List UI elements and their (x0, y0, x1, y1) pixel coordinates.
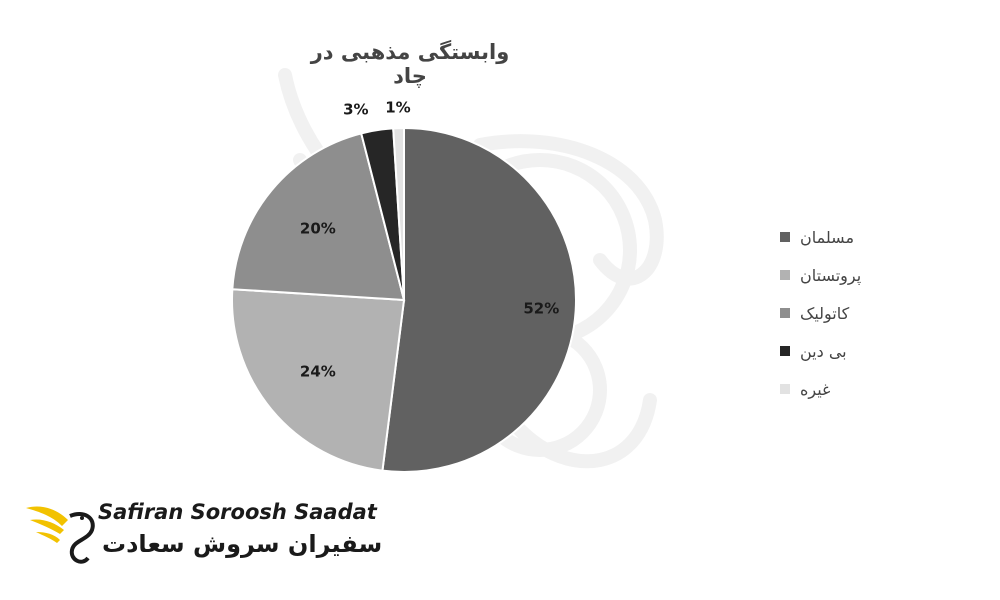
slice-muslim (381, 126, 577, 473)
legend-label: غیره (800, 379, 831, 399)
legend-swatch (780, 270, 790, 280)
legend-label: بی دین (800, 341, 847, 361)
legend-item: کاتولیک (780, 294, 910, 332)
legend-swatch (780, 384, 790, 394)
legend-item: غیره (780, 370, 910, 408)
chart-title: وابستگی مذهبی در چاد (310, 40, 510, 88)
logo-name-en: Safiran Soroosh Saadat (98, 500, 377, 524)
pie-labels: 52% 24% 20% 3% 1% (300, 98, 559, 380)
slice-label: 20% (300, 220, 336, 238)
logo-name-fa: سفیران سروش سعادت (102, 530, 383, 558)
legend: مسلمان پروتستان کاتولیک بی دین غیره (780, 218, 910, 408)
legend-item: پروتستان (780, 256, 910, 294)
legend-item: مسلمان (780, 218, 910, 256)
slice-label: 52% (523, 300, 559, 318)
legend-swatch (780, 232, 790, 242)
legend-item: بی دین (780, 332, 910, 370)
brand-logo: Safiran Soroosh Saadat سفیران سروش سعادت (22, 496, 382, 576)
legend-swatch (780, 346, 790, 356)
slice-label: 3% (343, 101, 368, 119)
bird-logo-icon (26, 506, 95, 564)
slice-other (392, 126, 405, 301)
slice-label: 24% (300, 362, 336, 380)
slice-label: 1% (385, 98, 410, 116)
pie-slices (231, 126, 577, 473)
legend-label: پروتستان (800, 265, 862, 285)
legend-swatch (780, 308, 790, 318)
slice-protestant (231, 288, 406, 472)
legend-label: کاتولیک (800, 303, 850, 323)
legend-label: مسلمان (800, 227, 855, 247)
slice-catholic (231, 132, 406, 302)
